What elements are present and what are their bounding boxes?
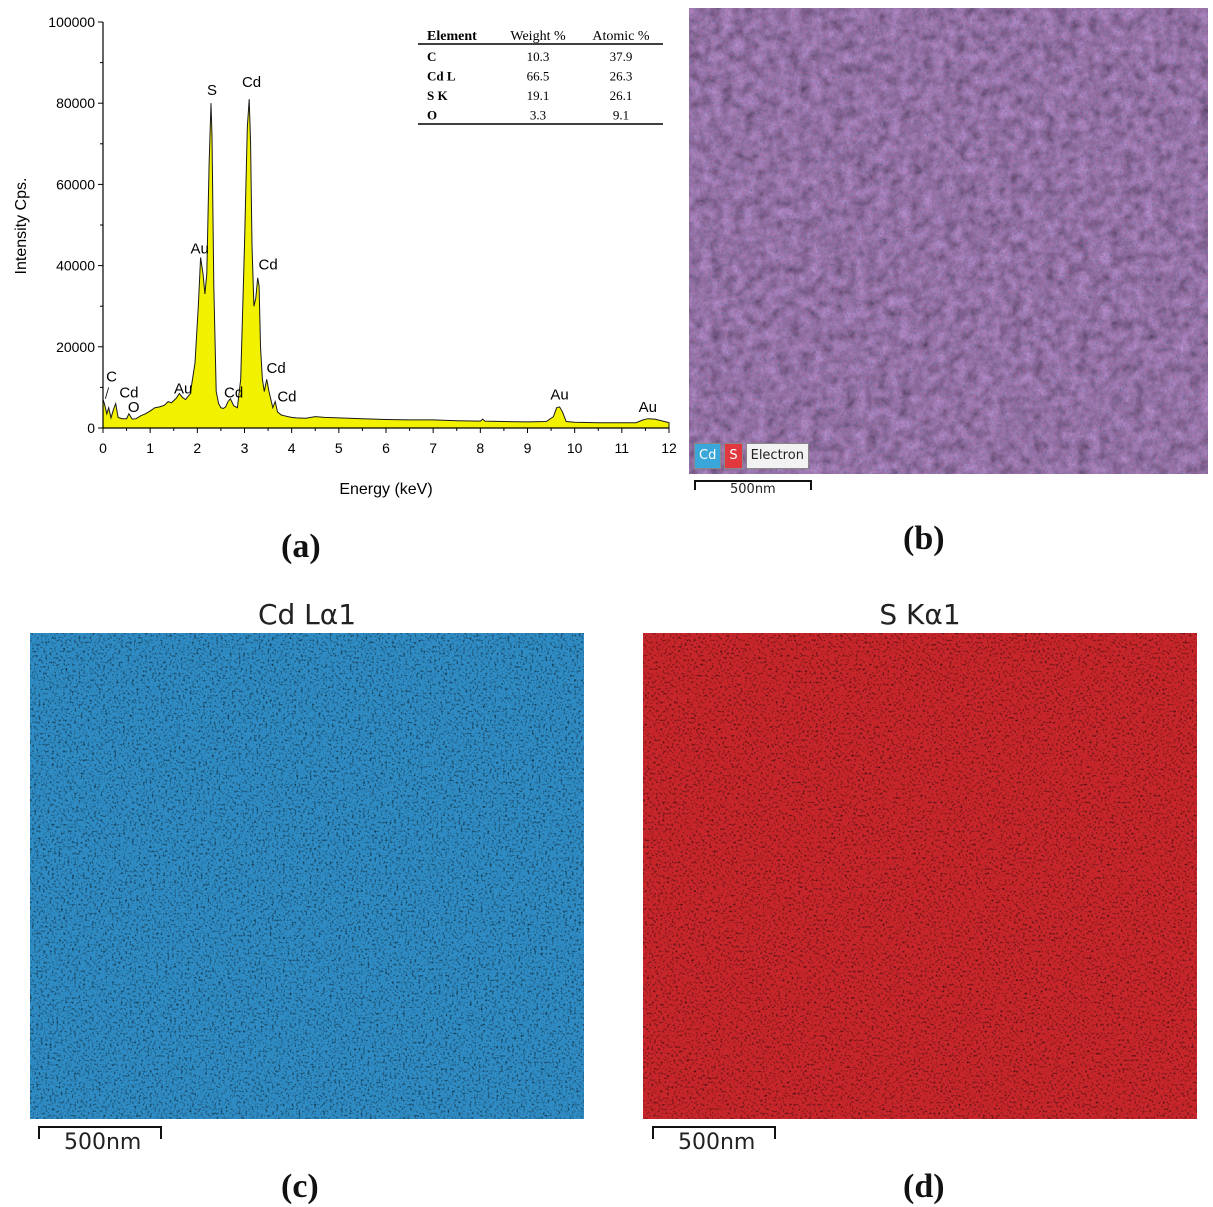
s-map-image	[643, 633, 1197, 1119]
peak-label: Cd	[242, 74, 261, 91]
x-tick-label: 3	[241, 440, 249, 456]
x-tick-label: 12	[661, 440, 677, 456]
table-cell: C	[427, 49, 436, 64]
cd-map-texture	[30, 633, 584, 1119]
table-cell: S K	[427, 88, 448, 103]
x-tick-label: 1	[146, 440, 154, 456]
scale-bar-b: 500nm	[694, 480, 812, 502]
y-tick-label: 100000	[48, 14, 95, 30]
x-tick-label: 8	[476, 440, 484, 456]
eds-spectrum-chart: 0 1 2 3 4 5 6 7 8 9 10 11 12020000400006000080000100…	[13, 14, 677, 498]
y-tick-label: 20000	[56, 339, 95, 355]
overlay-map-image	[689, 8, 1208, 474]
c-peak-leader	[104, 387, 110, 399]
scale-bar-d: 500nm	[652, 1126, 776, 1160]
x-tick-label: 11	[615, 440, 630, 456]
x-tick-label: 5	[335, 440, 343, 456]
x-tick-label: 6	[382, 440, 390, 456]
peak-label: Cd	[277, 389, 296, 406]
legend-s: S	[724, 443, 743, 469]
table-cell: 37.9	[610, 49, 633, 64]
peak-label: Cd	[267, 360, 286, 377]
x-tick-label: 7	[429, 440, 437, 456]
x-tick-label: 2	[193, 440, 201, 456]
map-title-s: S Kα1	[879, 598, 961, 631]
table-cell: Cd L	[427, 69, 456, 84]
table-cell: 19.1	[527, 88, 550, 103]
spectrum-series	[102, 99, 670, 429]
cd-map-image	[30, 633, 584, 1119]
s-map-texture	[643, 633, 1197, 1119]
peak-label: Au	[550, 387, 568, 404]
y-tick-label: 40000	[56, 258, 95, 274]
table-cell: 66.5	[527, 69, 550, 84]
table-header-cell: Atomic %	[592, 29, 649, 44]
spectrum-area-0	[102, 99, 670, 429]
peak-label: Au	[639, 399, 657, 416]
peak-label: Cd	[224, 385, 243, 402]
peak-label: S	[207, 82, 217, 99]
x-tick-label: 0	[99, 440, 107, 456]
legend-electron: Electron	[745, 443, 809, 469]
table-header-cell: Weight %	[510, 29, 566, 44]
table-cell: 9.1	[613, 108, 629, 123]
scale-bar-d-label: 500nm	[678, 1130, 756, 1155]
table-cell: O	[427, 108, 437, 123]
scale-bar-b-label: 500nm	[730, 482, 776, 497]
panel-label-b: (b)	[903, 520, 945, 557]
x-axis-title: Energy (keV)	[339, 481, 432, 498]
peak-label: Cd	[258, 257, 277, 274]
chart-ticks: 0 1 2 3 4 5 6 7 8 9 10 11 12020000400006000080000100…	[48, 14, 677, 456]
peak-label: Cd	[119, 385, 138, 402]
map-title-cd: Cd Lα1	[257, 598, 357, 631]
y-axis-title: Intensity Cps.	[13, 178, 30, 275]
y-tick-label: 0	[87, 420, 95, 436]
panel-label-a: (a)	[281, 528, 321, 565]
panel-label-c: (c)	[281, 1168, 319, 1205]
panel-label-d: (d)	[903, 1168, 945, 1205]
overlay-map-texture	[689, 8, 1208, 474]
legend-cd: Cd	[694, 443, 722, 469]
table-header-cell: Element	[427, 29, 477, 44]
x-tick-label: 10	[567, 440, 583, 456]
scale-bar-c-label: 500nm	[64, 1130, 142, 1155]
table-cell: 10.3	[527, 49, 550, 64]
overlay-legend: Cd S Electron	[694, 443, 809, 469]
peak-label: C	[106, 368, 117, 385]
y-tick-label: 60000	[56, 176, 95, 192]
scale-bar-c: 500nm	[38, 1126, 162, 1160]
y-tick-label: 80000	[56, 95, 95, 111]
table-cell: 26.3	[610, 69, 633, 84]
table-cell: 26.1	[610, 88, 633, 103]
x-tick-label: 9	[524, 440, 532, 456]
x-tick-label: 4	[288, 440, 296, 456]
peak-label: O	[128, 399, 140, 416]
table-cell: 3.3	[530, 108, 546, 123]
composition-table: Element Weight % Atomic % C 10.3 37.9 Cd L 66.5…	[418, 29, 663, 125]
peak-label: Au	[191, 240, 209, 257]
chart-axes	[102, 22, 669, 429]
peak-label: Au	[174, 380, 192, 397]
